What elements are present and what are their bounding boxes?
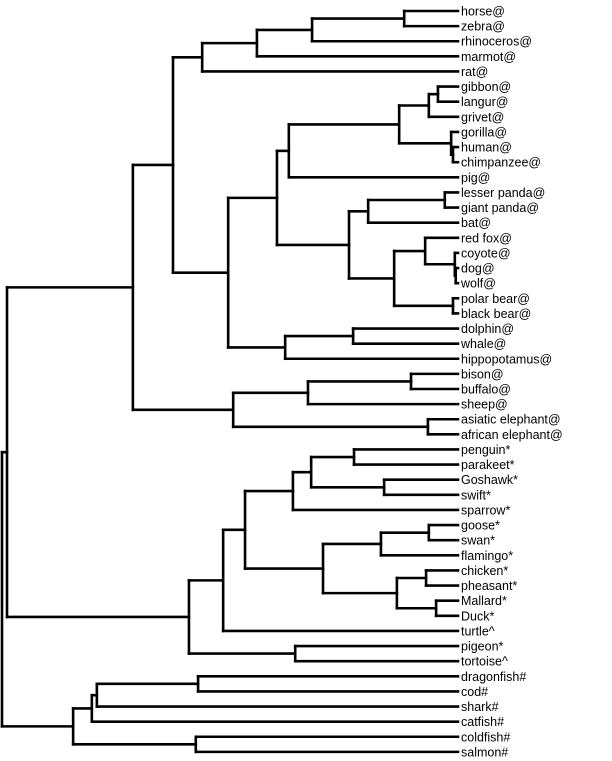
leaf-label: swan* <box>461 534 495 548</box>
leaf-label: bison@ <box>461 367 504 381</box>
leaf-label: goose* <box>461 519 500 533</box>
leaf-label: shark# <box>461 700 499 714</box>
leaf-label: gibbon@ <box>461 80 511 94</box>
leaf-label: bat@ <box>461 216 491 230</box>
leaf-label: Goshawk* <box>461 473 518 487</box>
leaf-label: marmot@ <box>461 50 516 64</box>
leaf-label: langur@ <box>461 95 508 109</box>
leaf-label: whale@ <box>460 337 506 351</box>
leaf-label: giant panda@ <box>461 201 539 215</box>
leaf-label: chimpanzee@ <box>461 156 541 170</box>
leaf-label: swift* <box>461 488 491 502</box>
leaf-label: african elephant@ <box>461 428 563 442</box>
leaf-label: coyote@ <box>461 246 511 260</box>
leaf-label: pig@ <box>461 171 490 185</box>
leaf-label: coldfish# <box>461 730 510 744</box>
leaf-label: Duck* <box>461 609 494 623</box>
leaf-label: pheasant* <box>461 579 517 593</box>
leaf-label: asiatic elephant@ <box>461 413 561 427</box>
leaf-label: pigeon* <box>461 640 504 654</box>
leaf-label: catfish# <box>461 715 504 729</box>
leaf-label: black bear@ <box>461 307 531 321</box>
leaf-label: hippopotamus@ <box>461 352 552 366</box>
leaf-label: rhinoceros@ <box>461 35 532 49</box>
leaf-label: polar bear@ <box>461 292 530 306</box>
leaf-label: wolf@ <box>460 277 496 291</box>
leaf-label: dragonfish# <box>461 670 526 684</box>
leaf-label: penguin* <box>461 443 510 457</box>
leaf-label: tortoise^ <box>461 655 508 669</box>
leaf-label: zebra@ <box>461 20 505 34</box>
leaf-label: sparrow* <box>461 503 510 517</box>
leaf-label: sheep@ <box>461 398 508 412</box>
leaf-label: buffalo@ <box>461 383 511 397</box>
leaf-label: salmon# <box>461 745 508 759</box>
leaf-label: dog@ <box>461 262 495 276</box>
leaf-label: flamingo* <box>461 549 513 563</box>
leaf-label: dolphin@ <box>461 322 514 336</box>
leaf-label: grivet@ <box>461 110 504 124</box>
leaf-label: horse@ <box>461 5 505 19</box>
leaf-label: gorilla@ <box>461 125 507 139</box>
leaf-label: red fox@ <box>461 231 512 245</box>
leaf-label: parakeet* <box>461 458 515 472</box>
leaf-label: turtle^ <box>461 624 495 638</box>
leaf-label: lesser panda@ <box>461 186 545 200</box>
leaf-label: rat@ <box>461 65 488 79</box>
leaf-label: chicken* <box>461 564 508 578</box>
leaf-label: Mallard* <box>461 594 507 608</box>
leaf-label: cod# <box>461 685 488 699</box>
leaf-label: human@ <box>461 141 512 155</box>
